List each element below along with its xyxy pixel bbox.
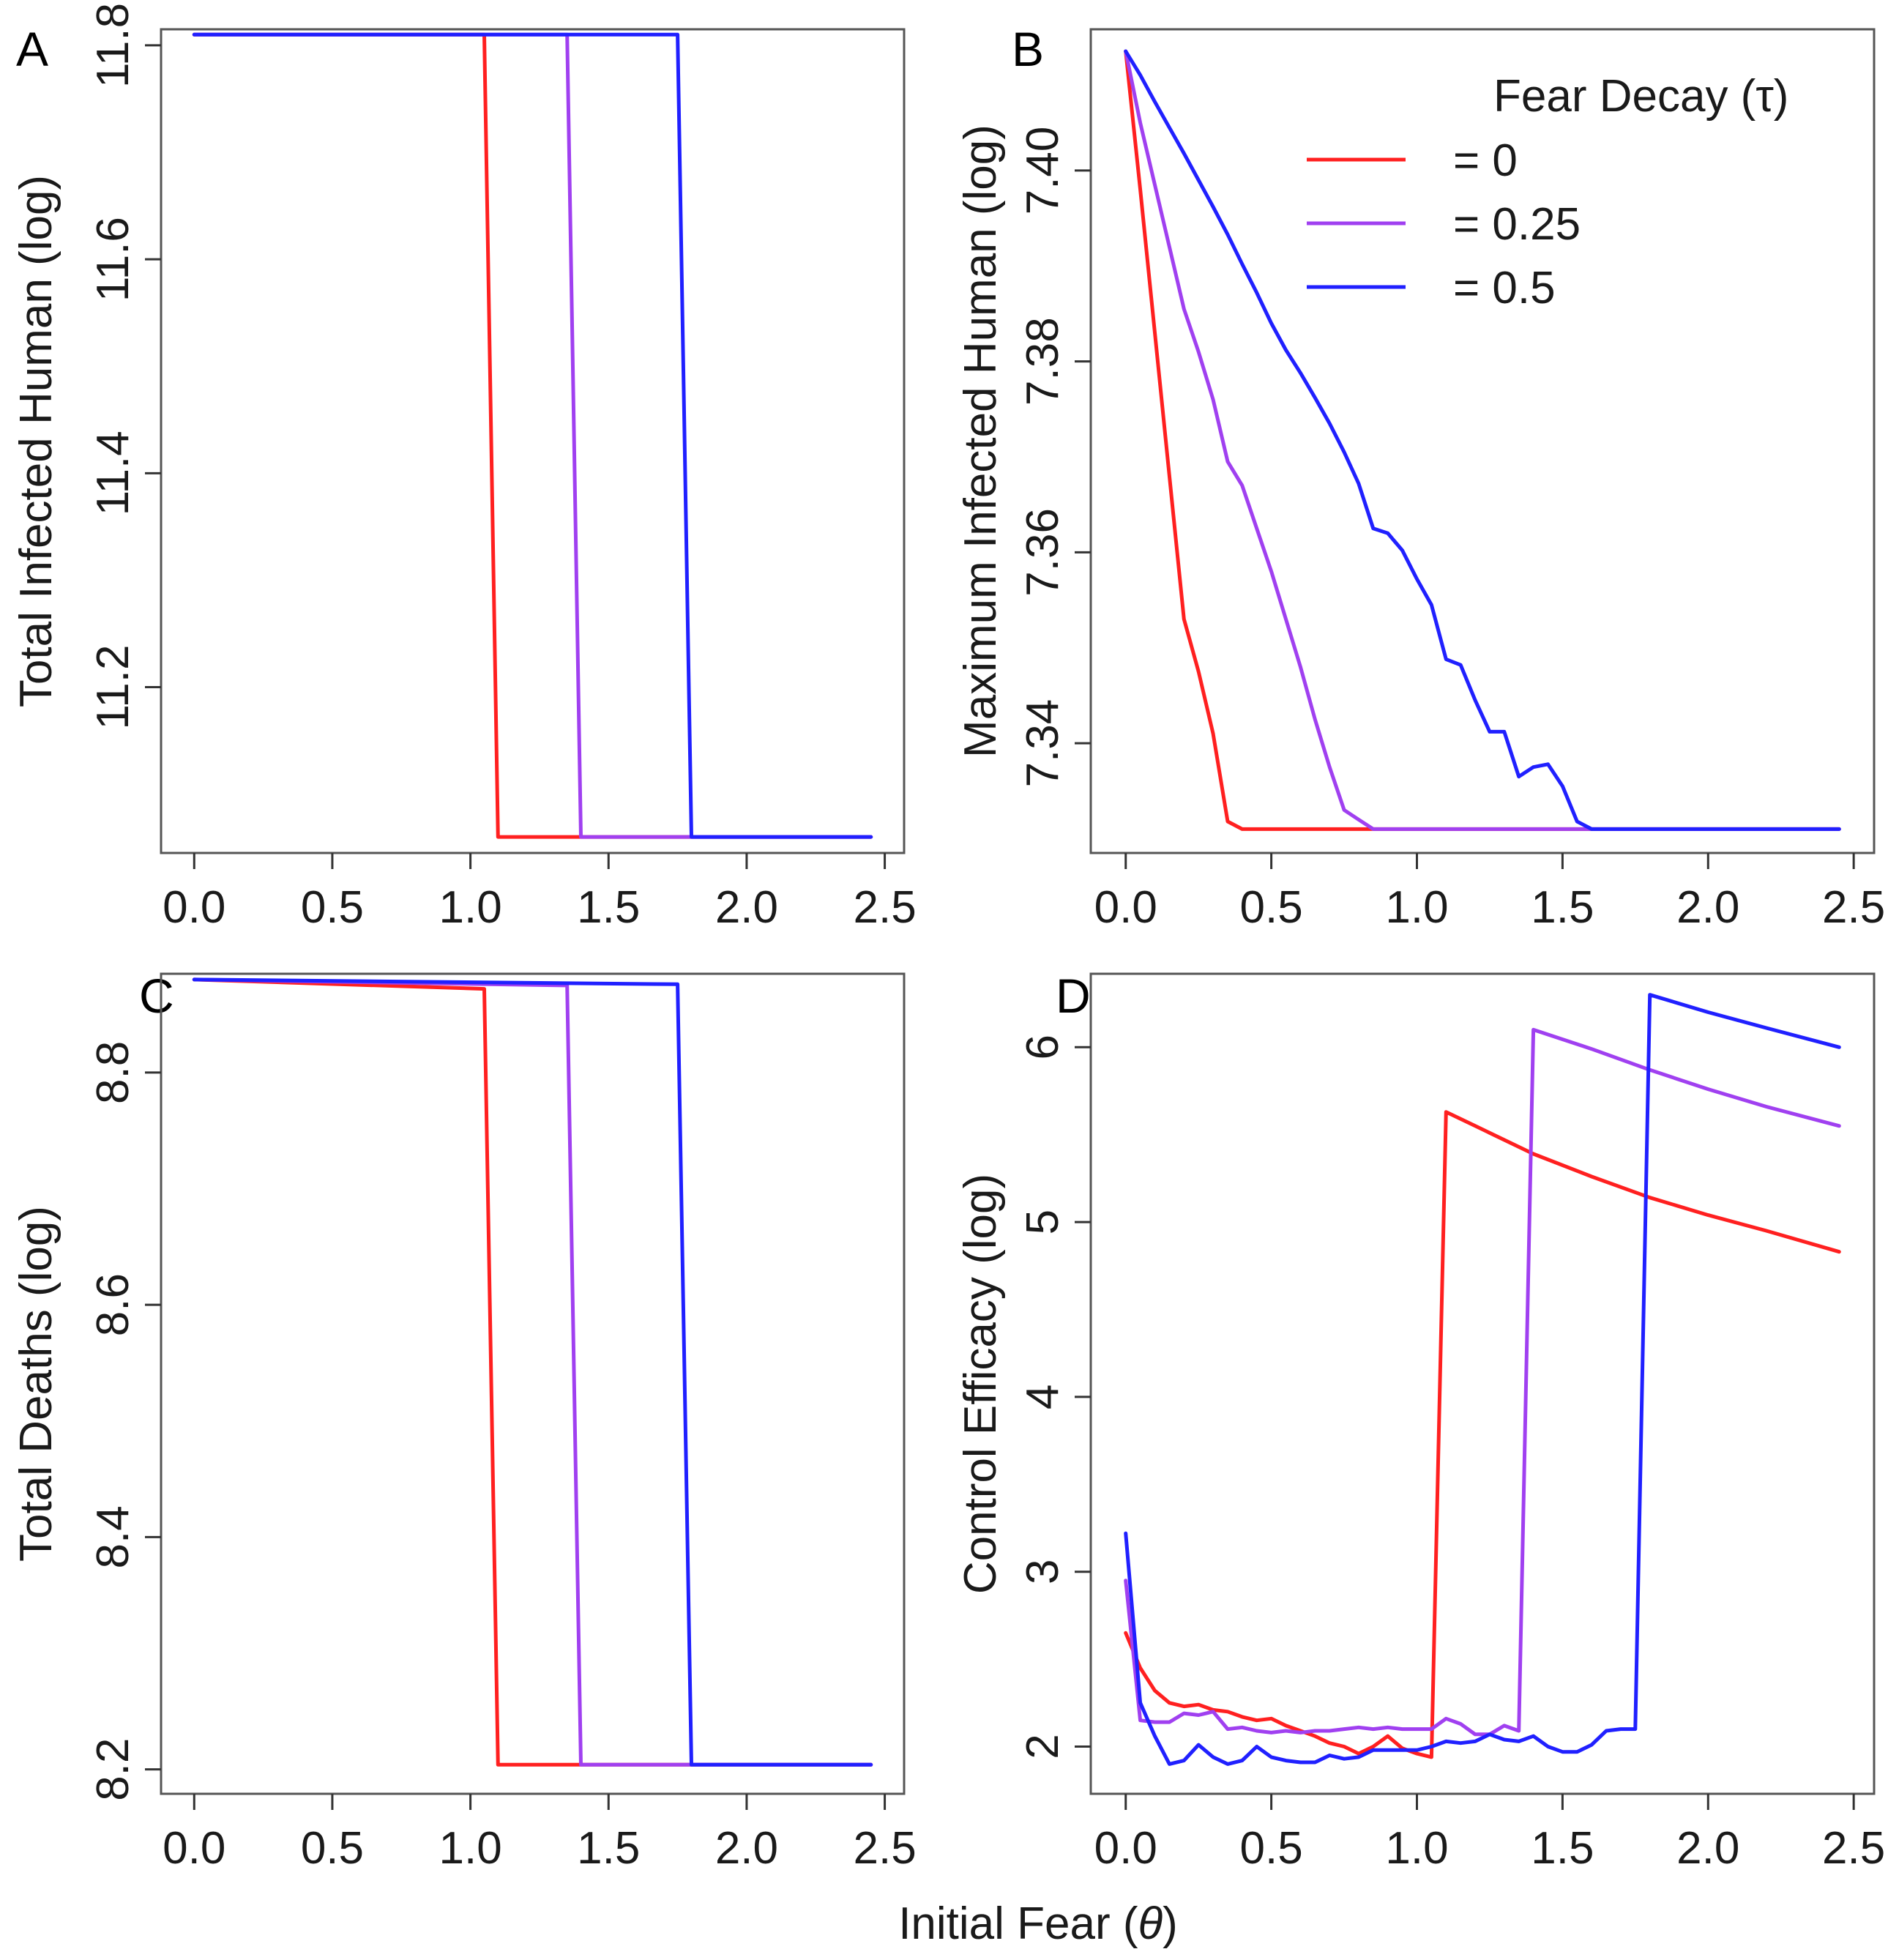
panel-d-y-tick-label: 4	[1018, 1385, 1068, 1409]
panel-c-y-tick-label: 8.8	[88, 1041, 138, 1104]
panel-letter-c: C	[139, 969, 174, 1023]
panel-d-x-tick-label: 1.5	[1531, 1823, 1594, 1874]
panel-b-y-tick-label: 7.40	[1018, 127, 1068, 215]
panel-b-y-axis-title: Maximum Infected Human (log)	[955, 124, 1006, 758]
panel-c-series-tau-0-5	[192, 977, 873, 1767]
panel-c-y-tick-label: 8.6	[88, 1273, 138, 1336]
panel-d-y-tick-label: 2	[1018, 1734, 1068, 1759]
panel-a-y-tick-label: 11.4	[88, 431, 138, 515]
panel-b-series-tau-0-25	[1124, 49, 1841, 831]
panel-a-x-tick-label: 1.5	[577, 882, 640, 933]
panel-b-x-tick-label: 0.0	[1094, 882, 1157, 933]
panel-c-x-tick-label: 0.5	[301, 1823, 364, 1874]
panel-d-y-axis-title: Control Efficacy (log)	[955, 1174, 1006, 1594]
x-axis-title: Initial Fear (θ)	[898, 1898, 1178, 1949]
panel-b-plot-frame	[1089, 28, 1876, 854]
legend-label-tau-0-25: = 0.25	[1453, 199, 1581, 250]
panel-d-y-tick-label: 5	[1018, 1210, 1068, 1234]
panel-b-maximum-infected: 0.0 0.5 1.0 1.5 2.0 2.5 7.34 7.36 7.38 7.40Maximu…	[955, 28, 1885, 933]
panel-b-series-tau-0-5	[1124, 49, 1841, 831]
panel-b-x-tick-label: 0.5	[1240, 882, 1303, 933]
panel-a-series-tau-0-5	[192, 32, 873, 839]
panel-b-x-tick-label: 1.5	[1531, 882, 1594, 933]
panel-b-x-tick-label: 2.5	[1822, 882, 1885, 933]
panel-d-x-tick-label: 2.0	[1676, 1823, 1739, 1874]
panel-d-control-efficacy: 0.0 0.5 1.0 1.5 2.0 2.5 2 3 4 5 6 Control Efficacy …	[955, 972, 1885, 1874]
panel-a-y-tick-label: 11.6	[88, 217, 138, 302]
legend-title: Fear Decay (τ)	[1493, 71, 1788, 122]
panel-c-x-tick-label: 0.0	[163, 1823, 225, 1874]
panel-a-x-tick-label: 2.5	[853, 882, 916, 933]
panel-b-y-tick-label: 7.36	[1018, 508, 1068, 597]
panel-a-y-tick-label: 11.2	[88, 644, 138, 729]
panel-d-y-tick-label: 6	[1018, 1035, 1068, 1059]
panel-d-x-tick-label: 0.0	[1094, 1823, 1157, 1874]
panel-c-total-deaths: 0.0 0.5 1.0 1.5 2.0 2.5 8.2 8.4 8.6 8.8 Total Deat…	[11, 972, 917, 1874]
panel-letter-d: D	[1056, 969, 1091, 1023]
panel-d-x-tick-label: 0.5	[1240, 1823, 1303, 1874]
panel-d-x-tick-label: 2.5	[1822, 1823, 1885, 1874]
panel-c-y-tick-label: 8.4	[88, 1505, 138, 1568]
panel-d-y-tick-label: 3	[1018, 1559, 1068, 1584]
legend-label-tau-0: = 0	[1453, 135, 1518, 186]
panel-a-total-infected: 0.0 0.5 1.0 1.5 2.0 2.5 11.2 11.4 11.6 11.8 Total …	[11, 3, 917, 933]
panel-c-y-axis-title: Total Deaths (log)	[11, 1206, 61, 1562]
legend-label-tau-0-5: = 0.5	[1453, 263, 1556, 313]
panel-letter-b: B	[1012, 22, 1044, 76]
panel-c-x-tick-label: 1.0	[439, 1823, 502, 1874]
panel-d-plot-frame	[1089, 972, 1876, 1795]
panel-b-y-tick-label: 7.34	[1018, 699, 1068, 788]
panel-a-x-tick-label: 1.0	[439, 882, 502, 933]
panel-b-y-tick-label: 7.38	[1018, 317, 1068, 406]
panel-d-series-tau-0-5	[1124, 993, 1841, 1766]
panel-a-y-tick-label: 11.8	[88, 3, 138, 88]
panel-a-plot-frame	[160, 28, 906, 854]
panel-a-x-tick-label: 0.0	[163, 882, 225, 933]
panel-d-series-tau-0-25	[1124, 1027, 1841, 1737]
panel-c-x-tick-label: 2.0	[715, 1823, 778, 1874]
panel-b-series-tau-0	[1124, 49, 1841, 831]
legend: Fear Decay (τ) = 0 = 0.25 = 0.5	[1307, 71, 1788, 313]
panel-b-x-tick-label: 1.0	[1385, 882, 1448, 933]
panel-b-x-tick-label: 2.0	[1676, 882, 1739, 933]
panel-d-series-tau-0	[1124, 1110, 1841, 1759]
panel-d-x-tick-label: 1.0	[1385, 1823, 1448, 1874]
panel-c-y-tick-label: 8.2	[88, 1738, 138, 1801]
panel-c-x-tick-label: 2.5	[853, 1823, 916, 1874]
panel-c-plot-frame	[160, 972, 906, 1795]
panel-letter-a: A	[16, 22, 48, 76]
panel-a-x-tick-label: 0.5	[301, 882, 364, 933]
panel-c-x-tick-label: 1.5	[577, 1823, 640, 1874]
panel-a-x-tick-label: 2.0	[715, 882, 778, 933]
panel-a-y-axis-title: Total Infected Human (log)	[11, 175, 61, 707]
